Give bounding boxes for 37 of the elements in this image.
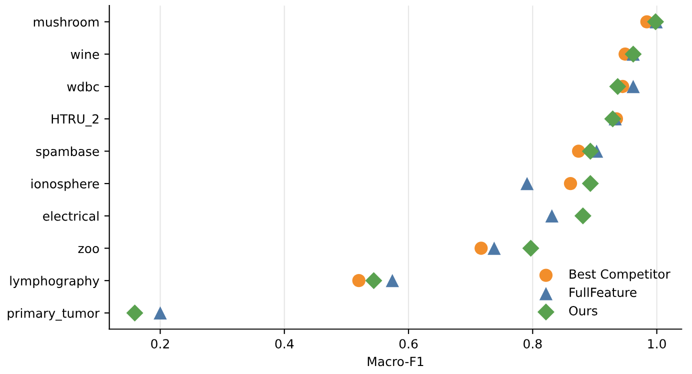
point <box>582 142 599 160</box>
point <box>488 242 501 255</box>
y-tick-label: primary_tumor <box>8 308 100 321</box>
legend-label: Best Competitor <box>570 269 670 282</box>
legend-label: FullFeature <box>570 287 636 298</box>
point <box>386 274 399 288</box>
point <box>582 175 599 192</box>
point <box>352 274 366 288</box>
point <box>520 176 534 190</box>
point <box>604 110 622 128</box>
point <box>626 80 640 94</box>
legend-label: Ours <box>569 306 598 316</box>
y-tick-label: lymphography <box>10 276 100 288</box>
y-tick-label: wine <box>70 49 99 60</box>
point <box>574 207 592 224</box>
x-tick-label: 0.4 <box>275 339 294 349</box>
x-tick-label: 0.6 <box>399 339 418 349</box>
x-tick-label: 0.2 <box>151 339 169 349</box>
point <box>365 272 382 290</box>
point <box>154 306 167 320</box>
y-tick-label: HTRU_2 <box>52 114 98 126</box>
point <box>572 144 586 158</box>
point <box>564 176 578 190</box>
y-tick-label: electrical <box>43 211 98 221</box>
x-tick-label: 1.0 <box>648 339 666 349</box>
point <box>474 242 488 255</box>
y-tick-label: mushroom <box>34 17 99 27</box>
point <box>545 209 558 222</box>
y-tick-label: wdbc <box>67 82 99 92</box>
x-tick-label: 0.8 <box>524 339 542 349</box>
y-tick-label: zoo <box>78 246 99 254</box>
x-axis-title: Macro-F1 <box>368 356 424 366</box>
y-tick-label: spambase <box>36 146 99 159</box>
point <box>126 304 144 322</box>
point <box>522 240 540 257</box>
point <box>609 78 626 95</box>
y-tick-label: ionosphere <box>31 178 99 191</box>
